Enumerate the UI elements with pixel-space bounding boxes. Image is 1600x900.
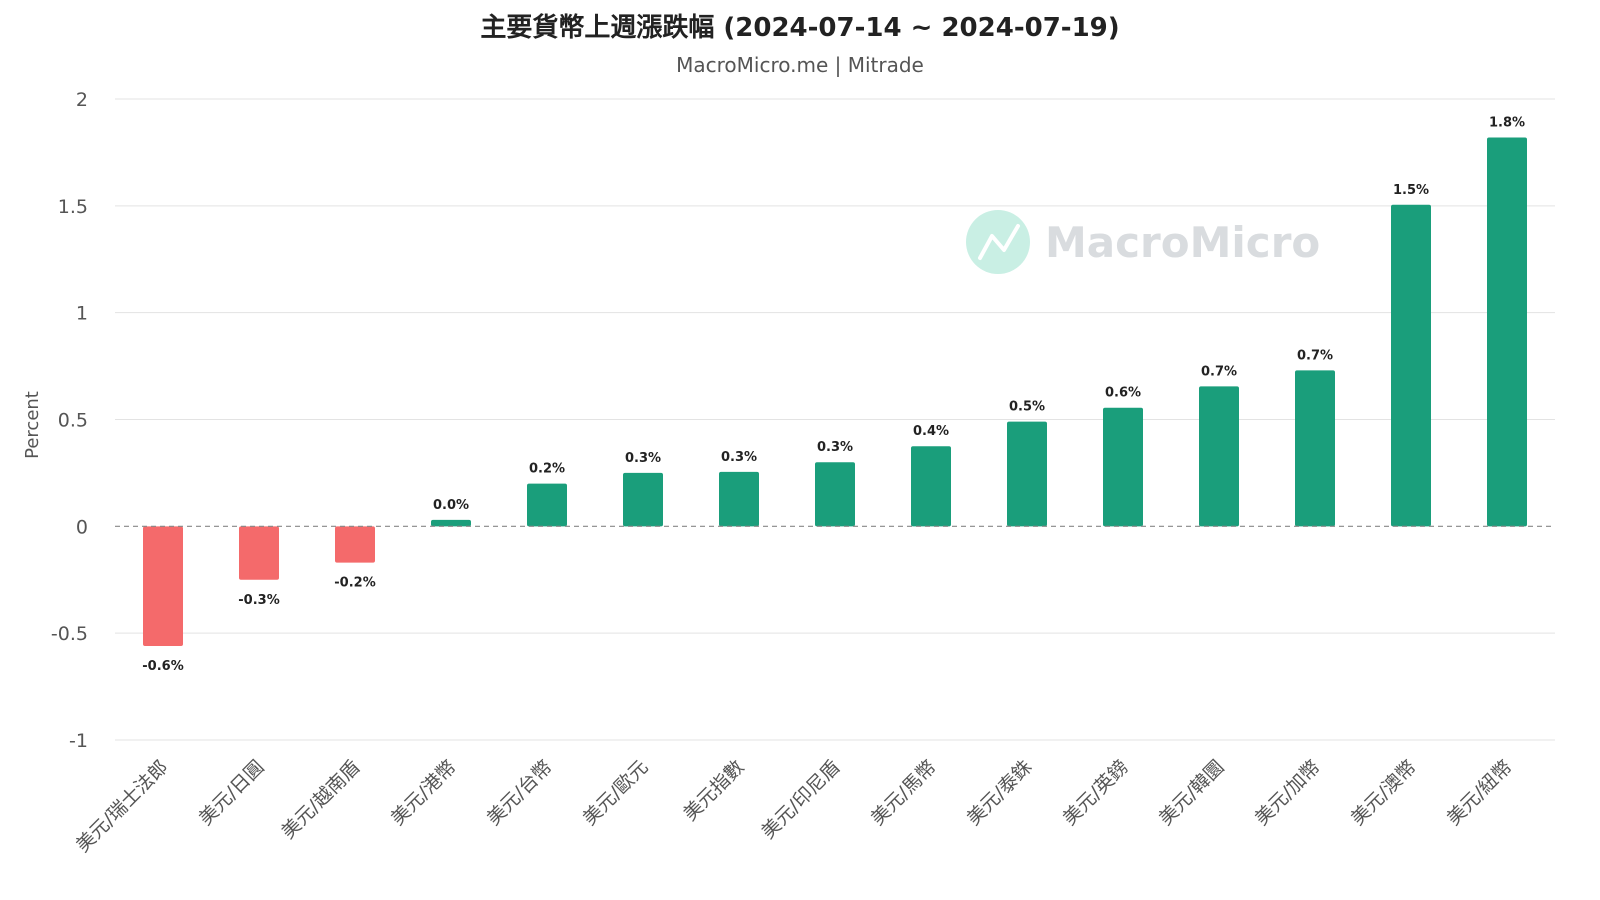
x-tick-label: 美元/馬幣 bbox=[867, 756, 941, 830]
x-tick-label: 美元指數 bbox=[679, 756, 748, 825]
data-labels: -0.6% -0.3% -0.2% 0.0% 0.2% 0.3% 0.3% 0.3% 0.4% 0… bbox=[142, 115, 1525, 674]
watermark-text: MacroMicro bbox=[1045, 218, 1320, 267]
x-tick-label: 美元/越南盾 bbox=[277, 756, 364, 843]
bar[interactable] bbox=[431, 519, 471, 527]
data-label: -0.2% bbox=[334, 576, 375, 591]
data-label: 0.7% bbox=[1201, 364, 1237, 379]
chart-title: 主要貨幣上週漲跌幅 (2024-07-14 ~ 2024-07-19) bbox=[480, 12, 1119, 43]
bar[interactable] bbox=[1391, 204, 1431, 527]
bar[interactable] bbox=[143, 526, 183, 646]
x-tick-label: 美元/加幣 bbox=[1251, 756, 1325, 830]
bar[interactable] bbox=[1487, 137, 1527, 527]
bar[interactable] bbox=[815, 462, 855, 527]
y-tick-label: -0.5 bbox=[51, 623, 88, 645]
bars bbox=[143, 137, 1527, 646]
data-label: 0.3% bbox=[721, 450, 757, 465]
bar[interactable] bbox=[239, 526, 279, 580]
bar[interactable] bbox=[1007, 421, 1047, 527]
y-tick-label: 1 bbox=[76, 303, 88, 325]
data-label: 0.6% bbox=[1105, 386, 1141, 401]
x-tick-label: 美元/韓圜 bbox=[1155, 756, 1229, 830]
data-label: 0.0% bbox=[433, 498, 469, 513]
bar[interactable] bbox=[1295, 370, 1335, 527]
x-tick-label: 美元/紐幣 bbox=[1443, 756, 1517, 830]
data-label: 0.5% bbox=[1009, 400, 1045, 415]
y-tick-label: 1.5 bbox=[58, 196, 88, 218]
data-label: 0.2% bbox=[529, 462, 565, 477]
bar[interactable] bbox=[719, 471, 759, 527]
watermark-icon-line bbox=[978, 224, 1020, 260]
x-tick-label: 美元/台幣 bbox=[483, 756, 557, 830]
y-tick-label: 2 bbox=[76, 89, 88, 111]
bar[interactable] bbox=[335, 526, 375, 563]
y-tick-label: 0 bbox=[76, 516, 88, 538]
x-tick-label: 美元/瑞士法郎 bbox=[72, 756, 173, 857]
data-label: 0.3% bbox=[817, 440, 853, 455]
data-label: 0.7% bbox=[1297, 348, 1333, 363]
y-axis: 2 1.5 1 0.5 0 -0.5 -1 bbox=[51, 89, 88, 752]
bar[interactable] bbox=[911, 446, 951, 527]
x-tick-label: 美元/澳幣 bbox=[1347, 756, 1421, 830]
bar[interactable] bbox=[527, 483, 567, 527]
chart-subtitle: MacroMicro.me | Mitrade bbox=[676, 53, 924, 77]
grid-layer bbox=[115, 98, 1555, 741]
bar[interactable] bbox=[1199, 386, 1239, 527]
x-tick-label: 美元/港幣 bbox=[387, 756, 461, 830]
bar[interactable] bbox=[623, 472, 663, 527]
x-axis: 美元/瑞士法郎 美元/日圓 美元/越南盾 美元/港幣 美元/台幣 美元/歐元 美元指數 美元/… bbox=[72, 756, 1517, 857]
watermark-logo: MacroMicro bbox=[966, 210, 1320, 274]
data-label: 0.4% bbox=[913, 424, 949, 439]
x-tick-label: 美元/印尼盾 bbox=[757, 756, 844, 843]
x-tick-label: 美元/泰銖 bbox=[963, 756, 1037, 830]
y-tick-label: 0.5 bbox=[58, 410, 88, 432]
data-label: -0.3% bbox=[238, 593, 279, 608]
x-tick-label: 美元/英鎊 bbox=[1059, 756, 1133, 830]
data-label: 1.8% bbox=[1489, 115, 1525, 130]
x-tick-label: 美元/日圓 bbox=[195, 756, 269, 830]
data-label: 0.3% bbox=[625, 451, 661, 466]
data-label: 1.5% bbox=[1393, 183, 1429, 198]
y-axis-label: Percent bbox=[22, 391, 43, 459]
x-tick-label: 美元/歐元 bbox=[579, 756, 653, 830]
y-tick-label: -1 bbox=[69, 730, 88, 752]
data-label: -0.6% bbox=[142, 659, 183, 674]
bar[interactable] bbox=[1103, 407, 1143, 527]
